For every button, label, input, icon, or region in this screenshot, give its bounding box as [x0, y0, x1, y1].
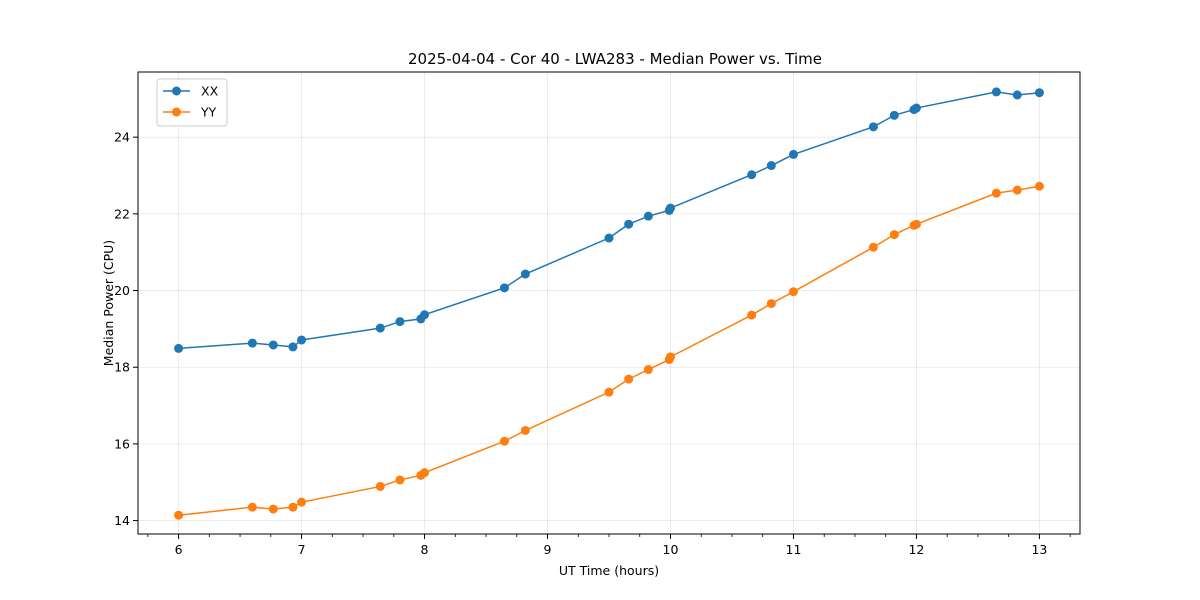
y-tick-label: 14	[114, 513, 130, 528]
y-tick-label: 24	[114, 130, 130, 145]
data-point-xx	[288, 342, 298, 352]
data-point-yy	[747, 310, 757, 320]
y-tick-label: 20	[114, 283, 130, 298]
x-tick-label: 8	[421, 542, 429, 557]
data-point-xx	[420, 310, 430, 320]
data-point-xx	[395, 317, 405, 327]
data-point-xx	[174, 343, 184, 353]
x-axis-label: UT Time (hours)	[559, 563, 659, 578]
data-point-yy	[297, 497, 307, 507]
legend-label-yy: YY	[200, 105, 217, 120]
legend-marker-xx	[172, 86, 181, 96]
y-tick-label: 18	[114, 360, 130, 375]
x-tick-label: 13	[1031, 542, 1047, 557]
series-yy	[174, 181, 1044, 520]
series-xx	[174, 87, 1044, 353]
chart-title: 2025-04-04 - Cor 40 - LWA283 - Median Po…	[408, 50, 822, 68]
data-point-yy	[288, 502, 298, 512]
y-axis: 14 16 18 20 22 24	[114, 130, 138, 528]
plot-frame	[137, 71, 1081, 535]
data-point-xx	[766, 161, 776, 171]
x-tick-label: 10	[663, 542, 679, 557]
data-point-yy	[766, 299, 776, 309]
data-point-xx	[1012, 90, 1022, 100]
data-point-yy	[665, 352, 675, 362]
legend-item-xx: XX	[163, 84, 219, 99]
data-point-yy	[911, 219, 921, 229]
series-line-xx	[178, 91, 1040, 350]
x-tick-label: 11	[786, 542, 802, 557]
data-point-yy	[268, 504, 278, 514]
data-point-xx	[788, 149, 798, 159]
grid	[138, 72, 1080, 534]
data-point-xx	[375, 323, 385, 333]
legend-marker-yy	[172, 107, 181, 117]
data-point-yy	[395, 475, 405, 485]
legend: XX YY	[156, 78, 228, 127]
data-point-yy	[889, 230, 899, 240]
data-point-xx	[665, 203, 675, 213]
data-point-xx	[889, 110, 899, 120]
data-point-xx	[499, 283, 509, 293]
data-point-xx	[911, 103, 921, 113]
data-point-yy	[174, 510, 184, 520]
data-point-xx	[268, 340, 278, 350]
data-point-yy	[420, 468, 430, 478]
y-axis-label: Median Power (CPU)	[101, 240, 116, 366]
data-point-yy	[375, 481, 385, 491]
data-point-xx	[747, 170, 757, 180]
x-tick-label: 12	[908, 542, 924, 557]
data-point-yy	[499, 436, 509, 446]
legend-item-yy: YY	[163, 105, 217, 120]
data-point-xx	[868, 122, 878, 132]
data-point-xx	[624, 219, 634, 229]
data-point-yy	[868, 242, 878, 252]
data-point-yy	[247, 502, 257, 512]
data-point-xx	[991, 87, 1001, 97]
x-tick-label: 9	[544, 542, 552, 557]
data-point-xx	[1034, 88, 1044, 98]
data-point-yy	[604, 387, 614, 397]
data-point-xx	[604, 233, 614, 243]
data-point-yy	[520, 425, 530, 435]
x-tick-label: 7	[298, 542, 306, 557]
data-point-xx	[520, 269, 530, 279]
y-tick-label: 22	[114, 206, 130, 221]
data-point-xx	[297, 335, 307, 345]
data-point-yy	[991, 188, 1001, 198]
data-point-yy	[643, 365, 653, 375]
data-point-yy	[1034, 181, 1044, 191]
data-point-yy	[1012, 185, 1022, 195]
series-layer	[174, 87, 1044, 520]
x-tick-label: 6	[175, 542, 183, 557]
data-point-xx	[643, 211, 653, 221]
data-point-xx	[247, 338, 257, 348]
legend-label-xx: XX	[201, 84, 219, 99]
data-point-yy	[624, 374, 634, 384]
x-axis: 6 7 8 9 10 11 12 13	[147, 534, 1071, 557]
data-point-yy	[788, 287, 798, 297]
y-tick-label: 16	[114, 436, 130, 451]
